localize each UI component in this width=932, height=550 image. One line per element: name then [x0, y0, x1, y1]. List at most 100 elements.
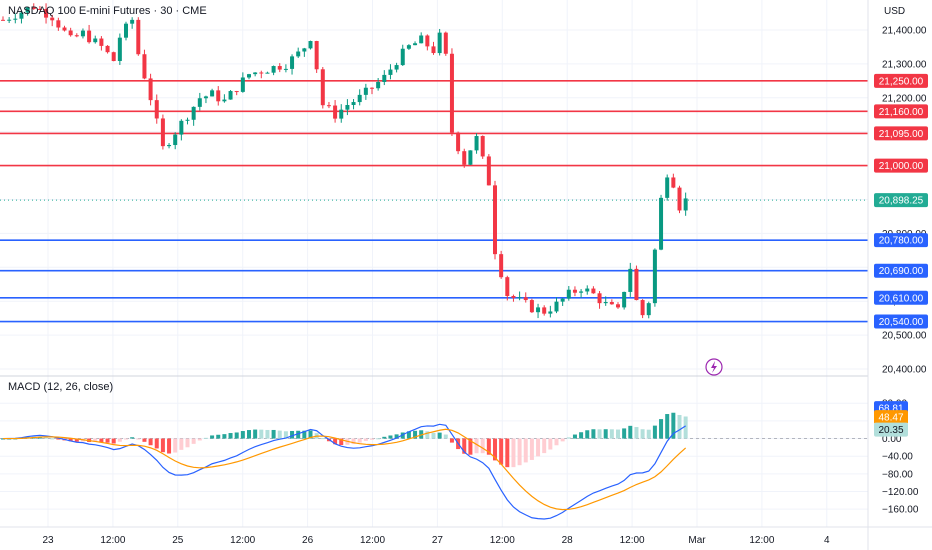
candle-body	[413, 43, 418, 46]
histogram-bar	[154, 438, 159, 449]
candle-body	[659, 197, 664, 250]
candle-body	[62, 27, 67, 31]
candle	[210, 88, 215, 97]
histogram-bar	[388, 435, 393, 439]
histogram-bar	[1, 438, 5, 440]
candle	[351, 99, 356, 110]
histogram-bar	[363, 438, 368, 441]
price-candles	[1, 3, 688, 319]
histogram-bar	[677, 414, 682, 439]
histogram-bar	[413, 430, 418, 439]
candle-body	[80, 30, 85, 37]
candle	[124, 21, 128, 41]
macd-lines	[2, 423, 687, 520]
candle-body	[646, 303, 651, 316]
time-tick-label: 12:00	[230, 535, 255, 546]
macd-tick-label: 0.00	[882, 434, 902, 445]
candle-body	[652, 249, 657, 304]
candle	[87, 24, 92, 44]
candle-body	[505, 277, 510, 296]
candle	[382, 70, 387, 86]
tag-label: 20.35	[878, 425, 903, 436]
candle-body	[462, 151, 467, 165]
candle	[228, 90, 233, 100]
support-tag: 20,780.00	[874, 233, 928, 248]
candle	[376, 78, 381, 91]
candle	[413, 41, 418, 46]
candle-body	[7, 19, 12, 21]
candle-body	[228, 91, 233, 100]
histogram-bar	[468, 438, 473, 455]
histogram-bar	[179, 438, 184, 450]
candle-body	[357, 94, 362, 103]
histogram-bar	[136, 438, 141, 440]
candle-body	[25, 7, 30, 13]
candle	[579, 289, 584, 298]
time-tick-label: 25	[172, 535, 184, 546]
histogram-bar	[603, 429, 608, 439]
last-price-tag: 20,898.25	[874, 193, 928, 208]
candle-body	[326, 105, 331, 107]
candle-body	[499, 254, 504, 278]
time-tick-label: 12:00	[360, 535, 385, 546]
histogram-bar	[167, 438, 172, 454]
candle	[320, 66, 325, 109]
histogram-bar	[185, 438, 190, 448]
histogram-bar	[124, 438, 128, 440]
price-tick-label: 20,400.00	[882, 365, 927, 376]
horizontal-levels	[0, 80, 868, 323]
candle-body	[216, 90, 221, 102]
candle-body	[609, 302, 614, 305]
tag-box	[874, 104, 928, 119]
candle	[271, 65, 276, 76]
histogram-bar	[111, 438, 116, 444]
histogram-bar	[142, 438, 147, 442]
candle	[142, 49, 147, 80]
candle-body	[314, 41, 319, 70]
tag-label: 20,540.00	[879, 317, 924, 328]
macd-label: MACD (12, 26, close)	[8, 381, 113, 393]
histogram-bar	[548, 438, 553, 450]
candle-body	[566, 289, 571, 299]
time-tick-label: 4	[824, 535, 830, 546]
histogram-bar	[376, 438, 381, 440]
time-tick-label: 12:00	[100, 535, 125, 546]
candle-body	[370, 87, 374, 89]
candle	[259, 70, 264, 79]
time-tick-label: 12:00	[620, 535, 645, 546]
tag-label: 48.47	[878, 413, 903, 424]
histogram-bar	[50, 438, 55, 440]
histogram-bar	[634, 427, 639, 439]
histogram-bar	[74, 438, 79, 442]
candle	[665, 174, 670, 201]
histogram-bar	[173, 438, 178, 453]
histogram-bar	[406, 431, 411, 439]
lightning-icon[interactable]	[705, 358, 723, 376]
candle	[1, 16, 5, 21]
candle	[646, 301, 651, 319]
histogram-bar	[259, 429, 264, 439]
candle-body	[548, 311, 553, 314]
candle-body	[191, 106, 196, 120]
tag-box	[874, 158, 928, 173]
candle-body	[456, 132, 461, 152]
macd-tick-label: −40.00	[882, 452, 913, 463]
candle-body	[185, 119, 190, 121]
candle-body	[234, 91, 239, 93]
histogram-bar	[665, 414, 670, 439]
histogram-bar	[652, 425, 657, 439]
histogram-bar	[302, 430, 307, 439]
candle	[203, 95, 208, 104]
candle-body	[265, 72, 270, 74]
candle-body	[333, 105, 338, 119]
candle	[173, 132, 178, 150]
histogram-bar	[646, 429, 651, 439]
candle-body	[136, 19, 141, 55]
histogram-bar	[671, 412, 676, 439]
candle-body	[468, 150, 473, 165]
histogram-bar	[616, 429, 620, 439]
candle	[511, 294, 516, 302]
candle-body	[351, 102, 356, 106]
candle	[37, 5, 42, 11]
